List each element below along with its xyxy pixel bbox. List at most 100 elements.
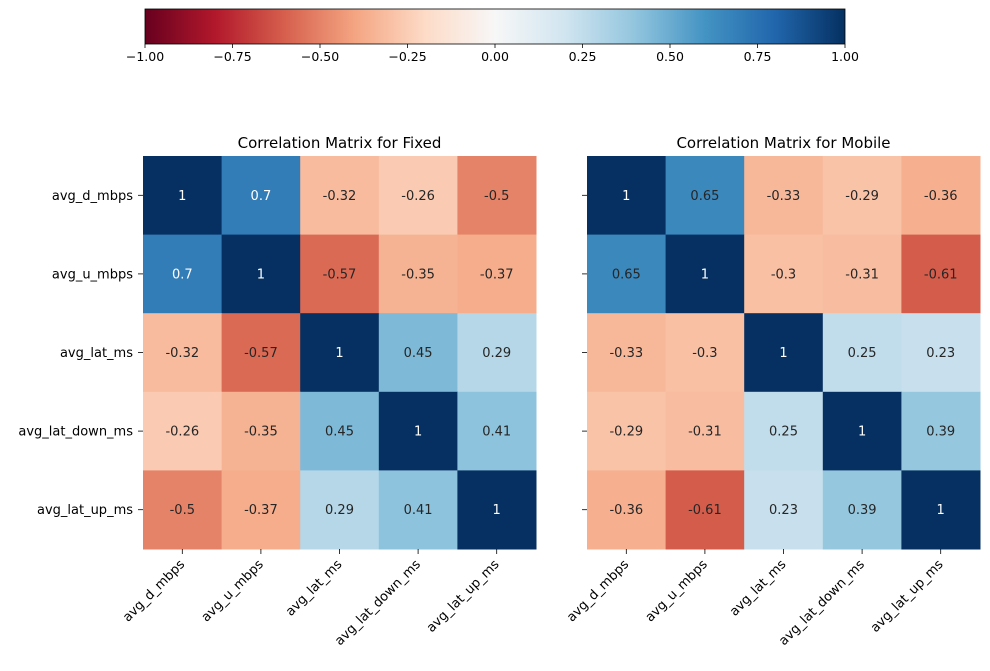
cell-value-label: -0.61 bbox=[688, 503, 722, 518]
colorbar-tick-label: 0.25 bbox=[569, 49, 597, 64]
heatmap-cell bbox=[665, 391, 745, 471]
heatmap-mobile: Correlation Matrix for Mobile 1 0.65 -0.33 -… bbox=[564, 134, 981, 649]
cell-value-label: -0.5 bbox=[484, 189, 509, 204]
column-label: avg_lat_down_ms bbox=[776, 557, 868, 649]
heatmap-cell bbox=[378, 391, 458, 471]
cell-value-label: 1 bbox=[701, 267, 709, 282]
heatmap-cell bbox=[901, 156, 981, 236]
heatmap-cell bbox=[744, 156, 824, 236]
column-label: avg_lat_ms bbox=[727, 557, 789, 619]
heatmap-cell bbox=[221, 391, 301, 471]
heatmap-cell bbox=[822, 391, 902, 471]
heatmap-cell bbox=[587, 156, 667, 236]
cell-value-label: 0.39 bbox=[926, 425, 955, 440]
cell-value-label: -0.33 bbox=[767, 189, 801, 204]
heatmap-cell bbox=[457, 313, 537, 393]
column-label: avg_u_mbps bbox=[643, 557, 711, 625]
colorbar-tick-label: −0.25 bbox=[388, 49, 426, 64]
cell-value-label: -0.57 bbox=[244, 346, 278, 361]
cell-value-label: 1 bbox=[335, 346, 343, 361]
heatmap-cell bbox=[300, 470, 380, 550]
heatmap-cell bbox=[300, 234, 380, 314]
heatmap-cell bbox=[221, 313, 301, 393]
heatmap-cell bbox=[378, 156, 458, 236]
heatmap-cell bbox=[901, 391, 981, 471]
heatmap-cell bbox=[901, 234, 981, 314]
heatmap-cell bbox=[744, 470, 824, 550]
colorbar-gradient bbox=[144, 8, 846, 45]
heatmap-cell bbox=[143, 313, 223, 393]
cell-value-label: -0.37 bbox=[480, 267, 514, 282]
heatmap-cell bbox=[822, 234, 902, 314]
cell-value-label: -0.5 bbox=[170, 503, 195, 518]
cell-value-label: 0.29 bbox=[325, 503, 354, 518]
heatmap-cell bbox=[300, 391, 380, 471]
row-label: avg_lat_up_ms bbox=[37, 503, 133, 518]
cell-value-label: 0.45 bbox=[325, 425, 354, 440]
cell-value-label: -0.61 bbox=[924, 267, 958, 282]
heatmap-cell bbox=[221, 470, 301, 550]
cell-value-label: -0.3 bbox=[771, 267, 796, 282]
heatmap-cell bbox=[587, 470, 667, 550]
colorbar-tick-label: −0.50 bbox=[301, 49, 339, 64]
heatmap-cell bbox=[587, 391, 667, 471]
heatmap-cell bbox=[378, 470, 458, 550]
cell-value-label: -0.35 bbox=[244, 425, 278, 440]
colorbar-tick-label: 0.00 bbox=[481, 49, 509, 64]
column-label: avg_lat_up_ms bbox=[868, 557, 947, 636]
cell-value-label: -0.36 bbox=[609, 503, 643, 518]
heatmap-cell bbox=[457, 470, 537, 550]
row-label: avg_lat_down_ms bbox=[18, 425, 133, 440]
colorbar-tick-label: 0.75 bbox=[744, 49, 772, 64]
cell-value-label: 0.41 bbox=[482, 425, 511, 440]
cell-value-label: 0.23 bbox=[926, 346, 955, 361]
cell-value-label: -0.26 bbox=[165, 425, 199, 440]
heatmap-cell bbox=[143, 234, 223, 314]
heatmap-cell bbox=[901, 313, 981, 393]
cell-value-label: -0.3 bbox=[692, 346, 717, 361]
column-label: avg_lat_up_ms bbox=[424, 557, 503, 636]
heatmap-cell bbox=[744, 391, 824, 471]
heatmap-cell bbox=[665, 234, 745, 314]
heatmap-cell bbox=[221, 234, 301, 314]
cell-value-label: -0.32 bbox=[165, 346, 199, 361]
heatmap-panels: Correlation Matrix for Fixed 1 0.7 -0.32 -0.… bbox=[18, 134, 981, 649]
heatmap-cell bbox=[221, 156, 301, 236]
cell-value-label: 1 bbox=[937, 503, 945, 518]
cell-value-label: -0.32 bbox=[323, 189, 357, 204]
cell-value-label: 1 bbox=[257, 267, 265, 282]
panel-title: Correlation Matrix for Mobile bbox=[676, 134, 890, 152]
heatmap-cell bbox=[587, 313, 667, 393]
cell-value-label: 0.7 bbox=[251, 189, 272, 204]
heatmap-cell bbox=[378, 234, 458, 314]
cell-value-label: -0.31 bbox=[845, 267, 879, 282]
cell-value-label: -0.36 bbox=[924, 189, 958, 204]
heatmap-cell bbox=[143, 156, 223, 236]
heatmap-cell bbox=[822, 156, 902, 236]
heatmap-cell bbox=[665, 156, 745, 236]
heatmap-cell bbox=[143, 470, 223, 550]
cell-value-label: 0.65 bbox=[690, 189, 719, 204]
heatmap-cell bbox=[457, 156, 537, 236]
colorbar-tick-label: 1.00 bbox=[831, 49, 859, 64]
heatmap-cell bbox=[901, 470, 981, 550]
cell-value-label: -0.29 bbox=[609, 425, 643, 440]
colorbar-tick-label: 0.50 bbox=[656, 49, 684, 64]
heatmap-cell bbox=[822, 470, 902, 550]
column-label: avg_lat_down_ms bbox=[332, 557, 424, 649]
heatmap-cell bbox=[300, 313, 380, 393]
cell-value-label: 1 bbox=[493, 503, 501, 518]
cell-value-label: -0.29 bbox=[845, 189, 879, 204]
cell-value-label: 1 bbox=[858, 425, 866, 440]
heatmap-cell bbox=[665, 470, 745, 550]
heatmap-cell bbox=[378, 313, 458, 393]
cell-value-label: 0.7 bbox=[172, 267, 193, 282]
cell-value-label: -0.31 bbox=[688, 425, 722, 440]
colorbar-tick-label: −1.00 bbox=[126, 49, 164, 64]
heatmap-cell bbox=[143, 391, 223, 471]
cell-value-label: -0.37 bbox=[244, 503, 278, 518]
cell-value-label: -0.57 bbox=[323, 267, 357, 282]
cell-value-label: 0.65 bbox=[612, 267, 641, 282]
heatmap-cell bbox=[587, 234, 667, 314]
